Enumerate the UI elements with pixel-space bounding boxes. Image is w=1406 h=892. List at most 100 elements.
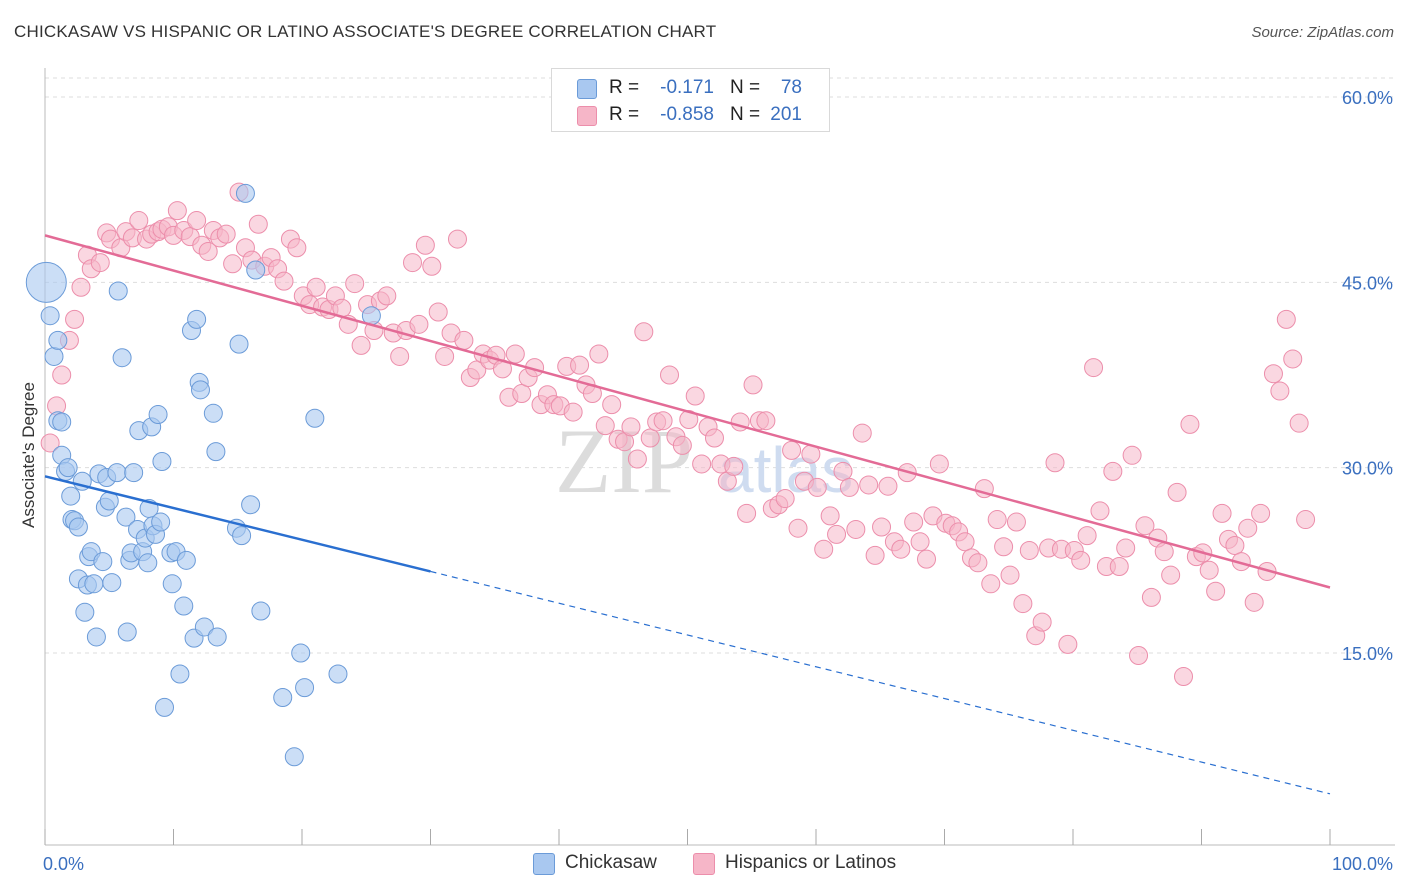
hispanic-point [129,211,149,231]
hispanic-point [852,423,872,443]
legend-row-chickasaw: R = -0.171 N = 78 [552,75,829,101]
chickasaw-point [246,260,266,280]
n-label: N = [730,104,761,125]
hispanic-point [743,375,763,395]
hispanic-point [994,537,1014,557]
chickasaw-point [305,408,325,428]
chickasaw-point [190,380,210,400]
chickasaw-point [235,183,255,203]
chickasaw-point [284,747,304,767]
chickasaw-point [108,281,128,301]
hispanic-point [65,309,85,329]
axes [44,68,1395,846]
hispanic-point [1006,512,1026,532]
hispanic-point [377,286,397,306]
hispanic-point [1141,587,1161,607]
hispanic-point [409,314,429,334]
hispanic-point [90,253,110,273]
chickasaw-legend-swatch [533,853,555,875]
y-tick-label: 45.0% [1342,273,1393,293]
hispanic-point [910,532,930,552]
hispanic-point [167,201,187,221]
hispanic-point [1283,349,1303,369]
hispanic-point [692,454,712,474]
hispanic-point [859,475,879,495]
hispanic-point [1103,461,1123,481]
r-label: R = [609,77,640,98]
hispanic-point [1167,482,1187,502]
chickasaw-n-value: 78 [780,77,802,98]
hispanic-point [595,416,615,436]
chickasaw-point [162,574,182,594]
hispanic-legend-label: Hispanics or Latinos [725,852,897,873]
hispanic-point [660,365,680,385]
chickasaw-point [61,486,81,506]
r-label: R = [609,104,640,125]
hispanic-point [1296,510,1316,530]
chickasaw-point [116,507,136,527]
hispanic-point [1090,501,1110,521]
hispanic-point [435,346,455,366]
hispanic-point [447,229,467,249]
hispanic-point [679,409,699,429]
hispanic-point [621,417,641,437]
hispanic-point [627,449,647,469]
hispanic-point [1244,592,1264,612]
chickasaw-point [138,553,158,573]
chickasaw-point [112,348,132,368]
hispanic-point [1013,594,1033,614]
hispanic-point [1071,550,1091,570]
hispanic-point [839,477,859,497]
hispanic-point [1238,518,1258,538]
hispanic-point [345,274,365,294]
hispanic-point [351,335,371,355]
chickasaw-trend-line [44,475,431,573]
hispanic-point [1206,581,1226,601]
hispanic-point [724,456,744,476]
x-tick-label: 100.0% [1332,854,1393,874]
hispanic-point [422,256,442,276]
hispanic-point [1289,413,1309,433]
hispanic-point [390,346,410,366]
hispanic-n-value: 201 [770,104,802,125]
hispanic-point [846,519,866,539]
hispanic-point [820,506,840,526]
hispanic-point [685,386,705,406]
hispanic-point [891,539,911,559]
hispanic-point [981,574,1001,594]
hispanic-point [917,549,937,569]
hispanic-point [1270,381,1290,401]
hispanic-point [756,411,776,431]
hispanic-swatch [577,106,597,126]
hispanic-point [428,302,448,322]
chickasaw-point [176,550,196,570]
chickasaw-point [273,687,293,707]
hispanic-point [1199,560,1219,580]
chickasaw-point [295,678,315,698]
hispanic-point [40,433,60,453]
chickasaw-point [155,697,175,717]
chickasaw-point [328,664,348,684]
hispanic-point [563,402,583,422]
hispanic-point [904,512,924,532]
hispanic-point [1058,634,1078,654]
chickasaw-point [107,463,127,483]
y-tick-label: 15.0% [1342,644,1393,664]
hispanic-point [1276,309,1296,329]
chickasaw-point [206,442,226,462]
hispanic-point [788,518,808,538]
hispanic-point [589,344,609,364]
hispanic-point [1019,540,1039,560]
hispanic-point [248,214,268,234]
hispanic-point [782,440,802,460]
hispanic-point [987,510,1007,530]
hispanic-point [1045,453,1065,473]
chickasaw-point [187,309,207,329]
chickasaw-legend-label: Chickasaw [565,852,657,873]
hispanic-point [872,517,892,537]
hispanic-point [1122,445,1142,465]
hispanic-point [807,477,827,497]
chickasaw-point [207,627,227,647]
chickasaw-point [241,495,261,515]
hispanic-point [415,235,435,255]
